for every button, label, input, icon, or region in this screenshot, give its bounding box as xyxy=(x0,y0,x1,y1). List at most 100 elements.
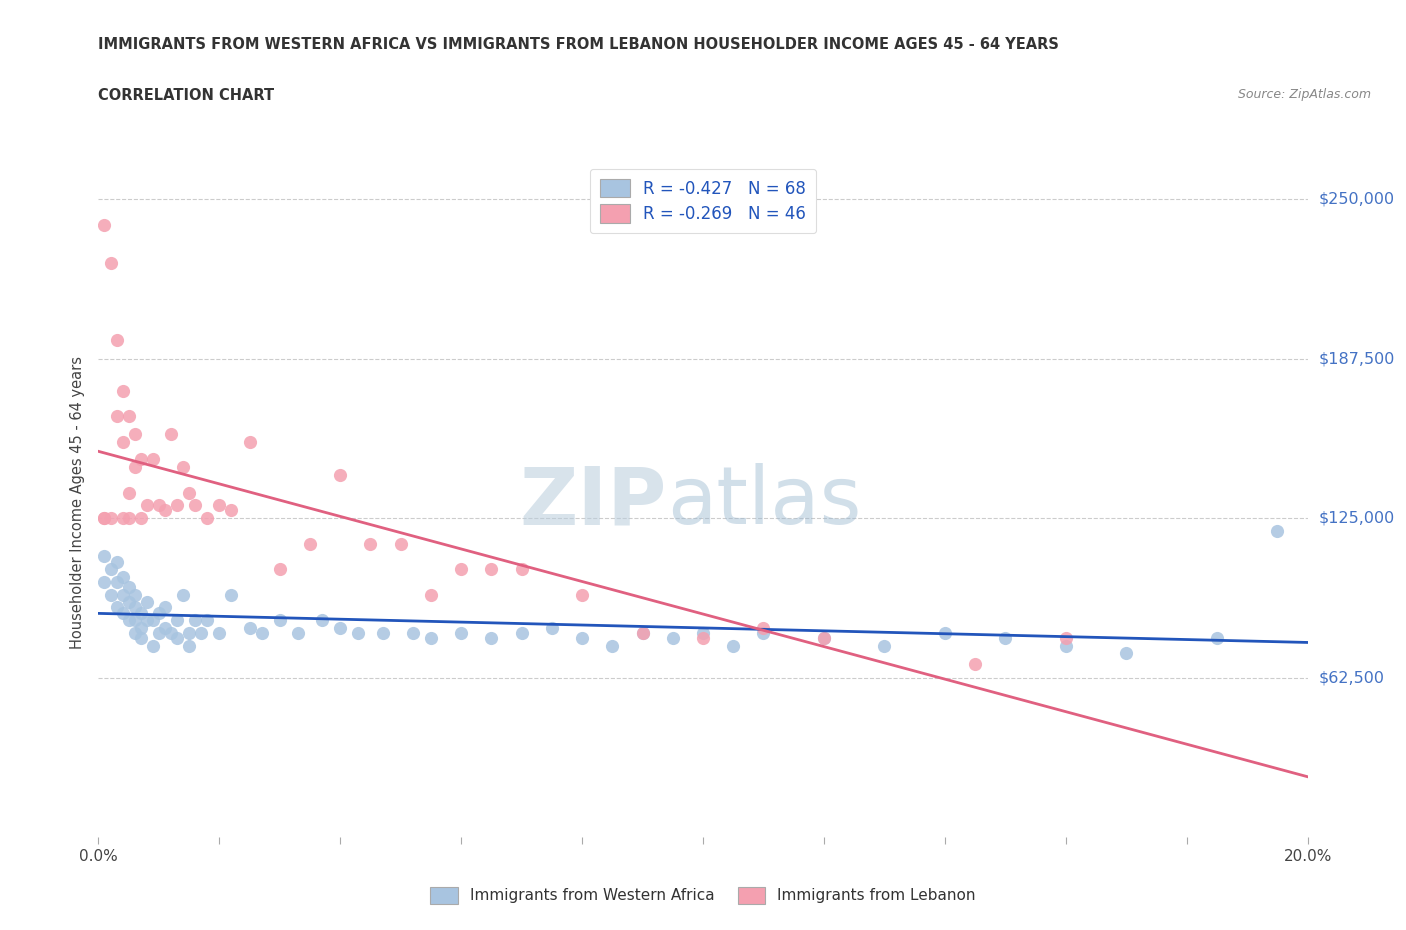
Point xyxy=(142,452,165,467)
Point xyxy=(93,511,115,525)
Point xyxy=(124,600,146,615)
Point xyxy=(752,620,775,635)
Point xyxy=(631,626,654,641)
Point xyxy=(105,332,128,347)
Point xyxy=(481,631,503,645)
Point xyxy=(419,631,441,645)
Point xyxy=(287,626,309,641)
Point xyxy=(190,626,212,641)
Point xyxy=(153,620,176,635)
Point xyxy=(118,485,141,500)
Point xyxy=(721,638,744,653)
Point xyxy=(177,638,201,653)
Point xyxy=(93,511,115,525)
Point xyxy=(177,626,201,641)
Text: CORRELATION CHART: CORRELATION CHART xyxy=(98,88,274,103)
Point xyxy=(129,631,152,645)
Point xyxy=(118,579,141,594)
Point xyxy=(571,587,593,602)
Point xyxy=(692,631,714,645)
Point xyxy=(571,631,593,645)
Point xyxy=(813,631,835,645)
Point xyxy=(111,434,134,449)
Point xyxy=(1115,646,1137,661)
Point xyxy=(135,595,157,610)
Point xyxy=(934,626,956,641)
Point xyxy=(118,511,141,525)
Point xyxy=(873,638,896,653)
Point xyxy=(813,631,835,645)
Point xyxy=(124,427,146,442)
Point xyxy=(166,631,188,645)
Point xyxy=(105,554,128,569)
Point xyxy=(172,459,194,474)
Point xyxy=(148,605,170,620)
Point xyxy=(142,638,165,653)
Point xyxy=(510,562,533,577)
Point xyxy=(93,575,115,590)
Point xyxy=(371,626,394,641)
Point xyxy=(752,626,775,641)
Point xyxy=(360,537,382,551)
Point xyxy=(1054,631,1077,645)
Point xyxy=(100,511,122,525)
Point xyxy=(692,626,714,641)
Text: $250,000: $250,000 xyxy=(1319,192,1395,206)
Point xyxy=(389,537,412,551)
Point xyxy=(129,452,152,467)
Point xyxy=(402,626,425,641)
Point xyxy=(172,587,194,602)
Point xyxy=(105,575,128,590)
Y-axis label: Householder Income Ages 45 - 64 years: Householder Income Ages 45 - 64 years xyxy=(70,355,86,649)
Point xyxy=(129,620,152,635)
Text: IMMIGRANTS FROM WESTERN AFRICA VS IMMIGRANTS FROM LEBANON HOUSEHOLDER INCOME AGE: IMMIGRANTS FROM WESTERN AFRICA VS IMMIGR… xyxy=(98,37,1059,52)
Point xyxy=(111,383,134,398)
Point xyxy=(195,511,218,525)
Text: $187,500: $187,500 xyxy=(1319,352,1395,366)
Point xyxy=(631,626,654,641)
Point xyxy=(208,626,231,641)
Point xyxy=(111,605,134,620)
Text: $62,500: $62,500 xyxy=(1319,671,1385,685)
Point xyxy=(481,562,503,577)
Point xyxy=(269,613,291,628)
Point xyxy=(135,498,157,512)
Point xyxy=(510,626,533,641)
Point xyxy=(153,503,176,518)
Point xyxy=(111,511,134,525)
Point xyxy=(93,549,115,564)
Point xyxy=(195,613,218,628)
Point xyxy=(1206,631,1229,645)
Point xyxy=(135,613,157,628)
Point xyxy=(100,562,122,577)
Point xyxy=(124,626,146,641)
Point xyxy=(311,613,333,628)
Point xyxy=(239,620,262,635)
Point xyxy=(184,498,207,512)
Legend: Immigrants from Western Africa, Immigrants from Lebanon: Immigrants from Western Africa, Immigran… xyxy=(425,881,981,910)
Point xyxy=(450,626,472,641)
Point xyxy=(994,631,1017,645)
Point xyxy=(105,600,128,615)
Point xyxy=(111,587,134,602)
Point xyxy=(100,587,122,602)
Point xyxy=(221,587,243,602)
Point xyxy=(148,498,170,512)
Point xyxy=(124,587,146,602)
Point xyxy=(269,562,291,577)
Point xyxy=(118,595,141,610)
Text: atlas: atlas xyxy=(666,463,860,541)
Point xyxy=(602,638,624,653)
Point xyxy=(124,459,146,474)
Point xyxy=(329,620,352,635)
Point xyxy=(347,626,370,641)
Point xyxy=(540,620,562,635)
Text: ZIP: ZIP xyxy=(519,463,666,541)
Point xyxy=(329,468,352,483)
Point xyxy=(221,503,243,518)
Point xyxy=(166,613,188,628)
Point xyxy=(208,498,231,512)
Point xyxy=(105,408,128,423)
Point xyxy=(965,656,987,671)
Text: Source: ZipAtlas.com: Source: ZipAtlas.com xyxy=(1237,88,1371,101)
